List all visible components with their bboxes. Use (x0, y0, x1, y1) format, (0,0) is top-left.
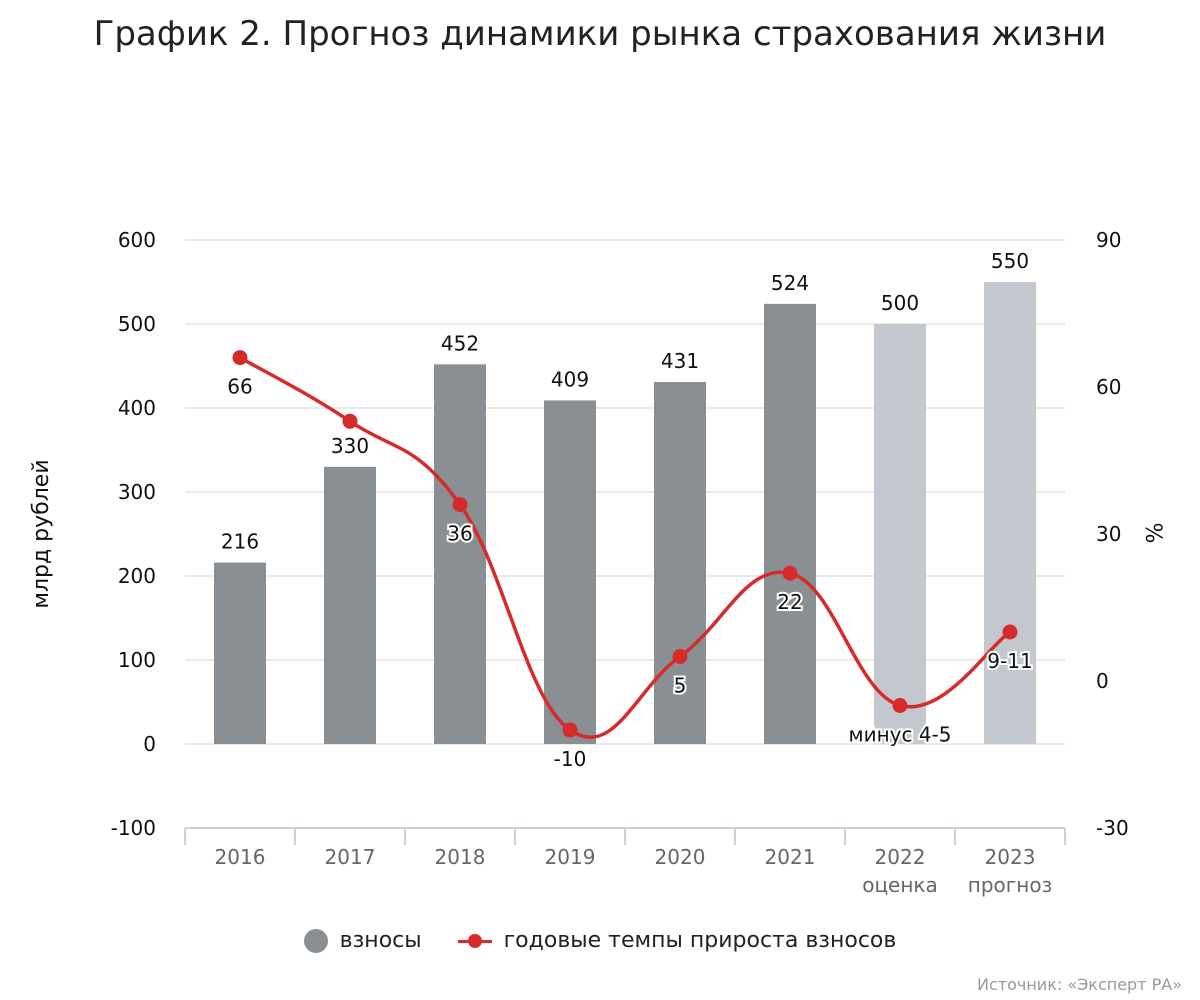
legend-swatch-bar (303, 928, 328, 953)
legend-swatch-line (457, 929, 492, 953)
y2-tick-label: 0 (1096, 669, 1109, 693)
y2-tick-label: -30 (1096, 816, 1129, 840)
bar (544, 400, 596, 744)
bar-value-label: 550 (991, 249, 1029, 273)
growth-value-label: 22 (777, 590, 802, 614)
y-tick-label: -100 (111, 816, 156, 840)
bar (764, 303, 816, 744)
x-tick-label: 2023 (985, 845, 1036, 869)
growth-point (452, 497, 468, 513)
x-tick-label: 2017 (325, 845, 376, 869)
growth-line (239, 356, 1012, 739)
growth-value-label: -10 (554, 747, 587, 771)
y2-axis-title: % (1140, 523, 1165, 544)
growth-point (1002, 624, 1018, 640)
x-tick-label: 2018 (435, 845, 486, 869)
growth-value-label: 66 (227, 375, 252, 399)
bar-value-label: 409 (551, 367, 589, 391)
growth-point (232, 350, 248, 366)
bar-value-label: 330 (331, 434, 369, 458)
x-tick-label: 2020 (655, 845, 706, 869)
growth-point (892, 698, 908, 713)
x-tick-sublabel: оценка (862, 873, 938, 897)
bar (324, 466, 376, 744)
y-tick-label: 100 (118, 648, 156, 672)
bar (874, 324, 926, 744)
bar-value-label: 452 (441, 331, 479, 355)
legend-label-growth: годовые темпы прироста взносов (503, 928, 897, 953)
y-tick-label: 600 (118, 228, 156, 252)
growth-point (672, 649, 688, 664)
x-tick-sublabel: прогноз (968, 873, 1052, 897)
bar-value-label: 524 (771, 271, 809, 295)
growth-point (782, 565, 798, 581)
growth-point (562, 722, 578, 738)
legend: взносы годовые темпы прироста взносов (0, 928, 1200, 953)
bar-value-label: 216 (221, 530, 259, 554)
growth-value-label: 9-11 (987, 649, 1032, 673)
y-axis-title: млрд рублей (29, 459, 54, 608)
source-note: Источник: «Эксперт РА» (977, 975, 1182, 994)
y2-tick-label: 30 (1096, 522, 1121, 546)
growth-value-label: минус 4-5 (848, 723, 951, 747)
x-tick-label: 2021 (765, 845, 816, 869)
bar-value-label: 500 (881, 291, 919, 315)
y-tick-label: 300 (118, 480, 156, 504)
y-tick-label: 500 (118, 312, 156, 336)
legend-item-premiums: взносы (303, 928, 422, 953)
bar (214, 562, 266, 744)
y-tick-label: 200 (118, 564, 156, 588)
growth-value-label: 36 (447, 522, 472, 546)
x-tick-label: 2016 (215, 845, 266, 869)
legend-label-premiums: взносы (339, 928, 422, 953)
x-tick-label: 2019 (545, 845, 596, 869)
bar (654, 381, 706, 744)
growth-value-label: 5 (674, 674, 687, 698)
bar-value-label: 431 (661, 349, 699, 373)
chart-title: График 2. Прогноз динамики рынка страхов… (93, 14, 1107, 54)
growth-point (342, 413, 358, 429)
bar (434, 364, 486, 744)
y-tick-label: 400 (118, 396, 156, 420)
legend-item-growth: годовые темпы прироста взносов (457, 928, 897, 953)
y-tick-label: 0 (143, 732, 156, 756)
x-tick-label: 2022 (875, 845, 926, 869)
y2-tick-label: 90 (1096, 228, 1121, 252)
y2-tick-label: 60 (1096, 375, 1121, 399)
bar (984, 282, 1036, 744)
